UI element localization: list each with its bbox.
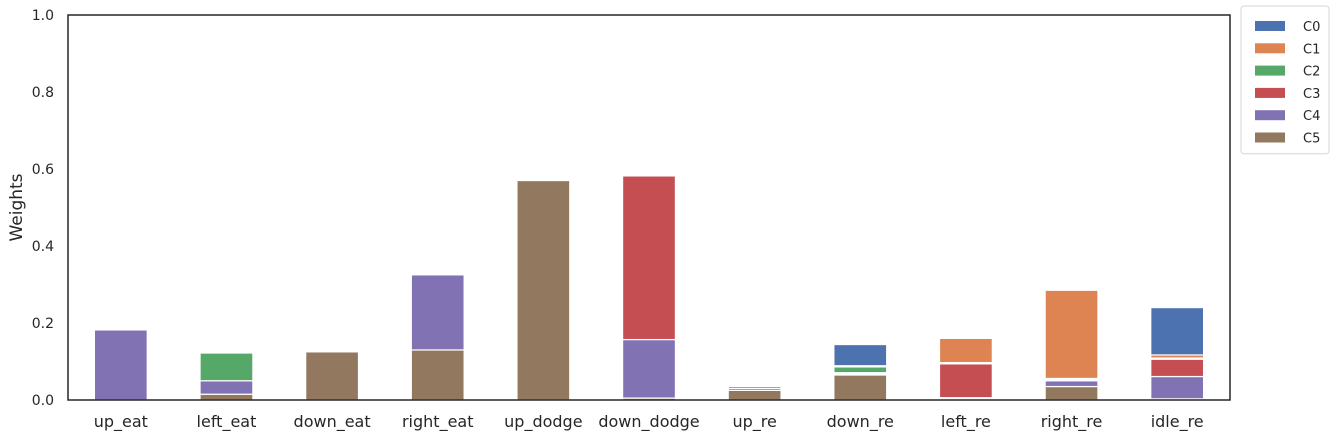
legend-swatch-C1 [1255, 43, 1285, 54]
bar-idle_re-C4 [1150, 375, 1205, 400]
bar-idle_re-C0 [1150, 307, 1205, 356]
bar-left_eat-C4 [199, 380, 254, 395]
legend-swatch-C3 [1255, 87, 1285, 98]
legend-swatch-C2 [1255, 65, 1285, 76]
x-tick-label: up_eat [94, 412, 148, 432]
plot-frame [67, 14, 1231, 401]
bars-group [93, 175, 1205, 401]
legend-label-C1: C1 [1303, 42, 1320, 57]
bar-left_eat-C2 [199, 352, 254, 382]
x-tick-label: up_dodge [504, 412, 582, 432]
bar-down_dodge-C4 [621, 338, 677, 399]
x-tick-label: down_re [827, 412, 894, 432]
bar-right_re-C5 [1044, 385, 1099, 401]
x-tick-label: up_re [732, 412, 776, 432]
x-tick-label: down_dodge [598, 412, 699, 432]
bar-right_re-C4 [1044, 380, 1099, 388]
bar-down_dodge-C3 [621, 175, 677, 341]
x-tick-label: idle_re [1151, 412, 1204, 432]
y-axis-ticks: 0.0 0.2 0.4 0.6 0.8 1.0 [32, 8, 54, 409]
bar-right_eat-C4 [410, 274, 465, 351]
legend-label-C3: C3 [1303, 87, 1320, 102]
x-tick-label: left_eat [197, 412, 257, 432]
bar-right_eat-C5 [410, 349, 465, 401]
bar-down_re-C2 [833, 366, 888, 374]
bar-up_re-C0 [727, 382, 782, 385]
y-tick-label: 0.2 [32, 316, 54, 332]
x-tick-label: right_re [1041, 412, 1103, 432]
y-tick-label: 1.0 [32, 8, 54, 24]
x-tick-label: down_eat [294, 412, 371, 432]
y-tick-label: 0.0 [32, 393, 54, 409]
bar-idle_re-C3 [1150, 358, 1205, 378]
legend-swatch-C4 [1255, 110, 1285, 121]
bar-down_re-C0 [833, 343, 888, 367]
x-tick-label: right_eat [402, 412, 474, 432]
bar-down_eat-C5 [305, 351, 360, 401]
bar-up_re-C5 [727, 389, 782, 401]
legend-swatch-C0 [1255, 21, 1285, 31]
legend-swatch-C5 [1255, 132, 1285, 143]
bar-left_eat-C5 [199, 393, 254, 401]
legend-label-C0: C0 [1303, 20, 1320, 35]
bar-left_re-C3 [938, 363, 993, 399]
legend-label-C4: C4 [1303, 109, 1320, 124]
bar-up_eat-C4 [93, 329, 148, 401]
bar-up_dodge-C5 [516, 179, 571, 401]
legend: C0 C1 C2 C3 C4 C5 [1240, 5, 1330, 155]
y-tick-label: 0.6 [32, 162, 54, 178]
y-axis-label: Weights [7, 173, 27, 241]
y-tick-label: 0.4 [32, 239, 54, 255]
x-tick-label: left_re [941, 412, 991, 432]
y-tick-label: 0.8 [32, 85, 54, 101]
bar-right_re-C1 [1044, 289, 1099, 380]
legend-label-C5: C5 [1303, 132, 1320, 147]
legend-label-C2: C2 [1303, 65, 1320, 80]
bar-left_re-C1 [938, 337, 993, 364]
bar-down_re-C5 [833, 374, 888, 401]
x-axis-ticks: up_eat left_eat down_eat right_eat up_dodge d… [94, 412, 1204, 432]
